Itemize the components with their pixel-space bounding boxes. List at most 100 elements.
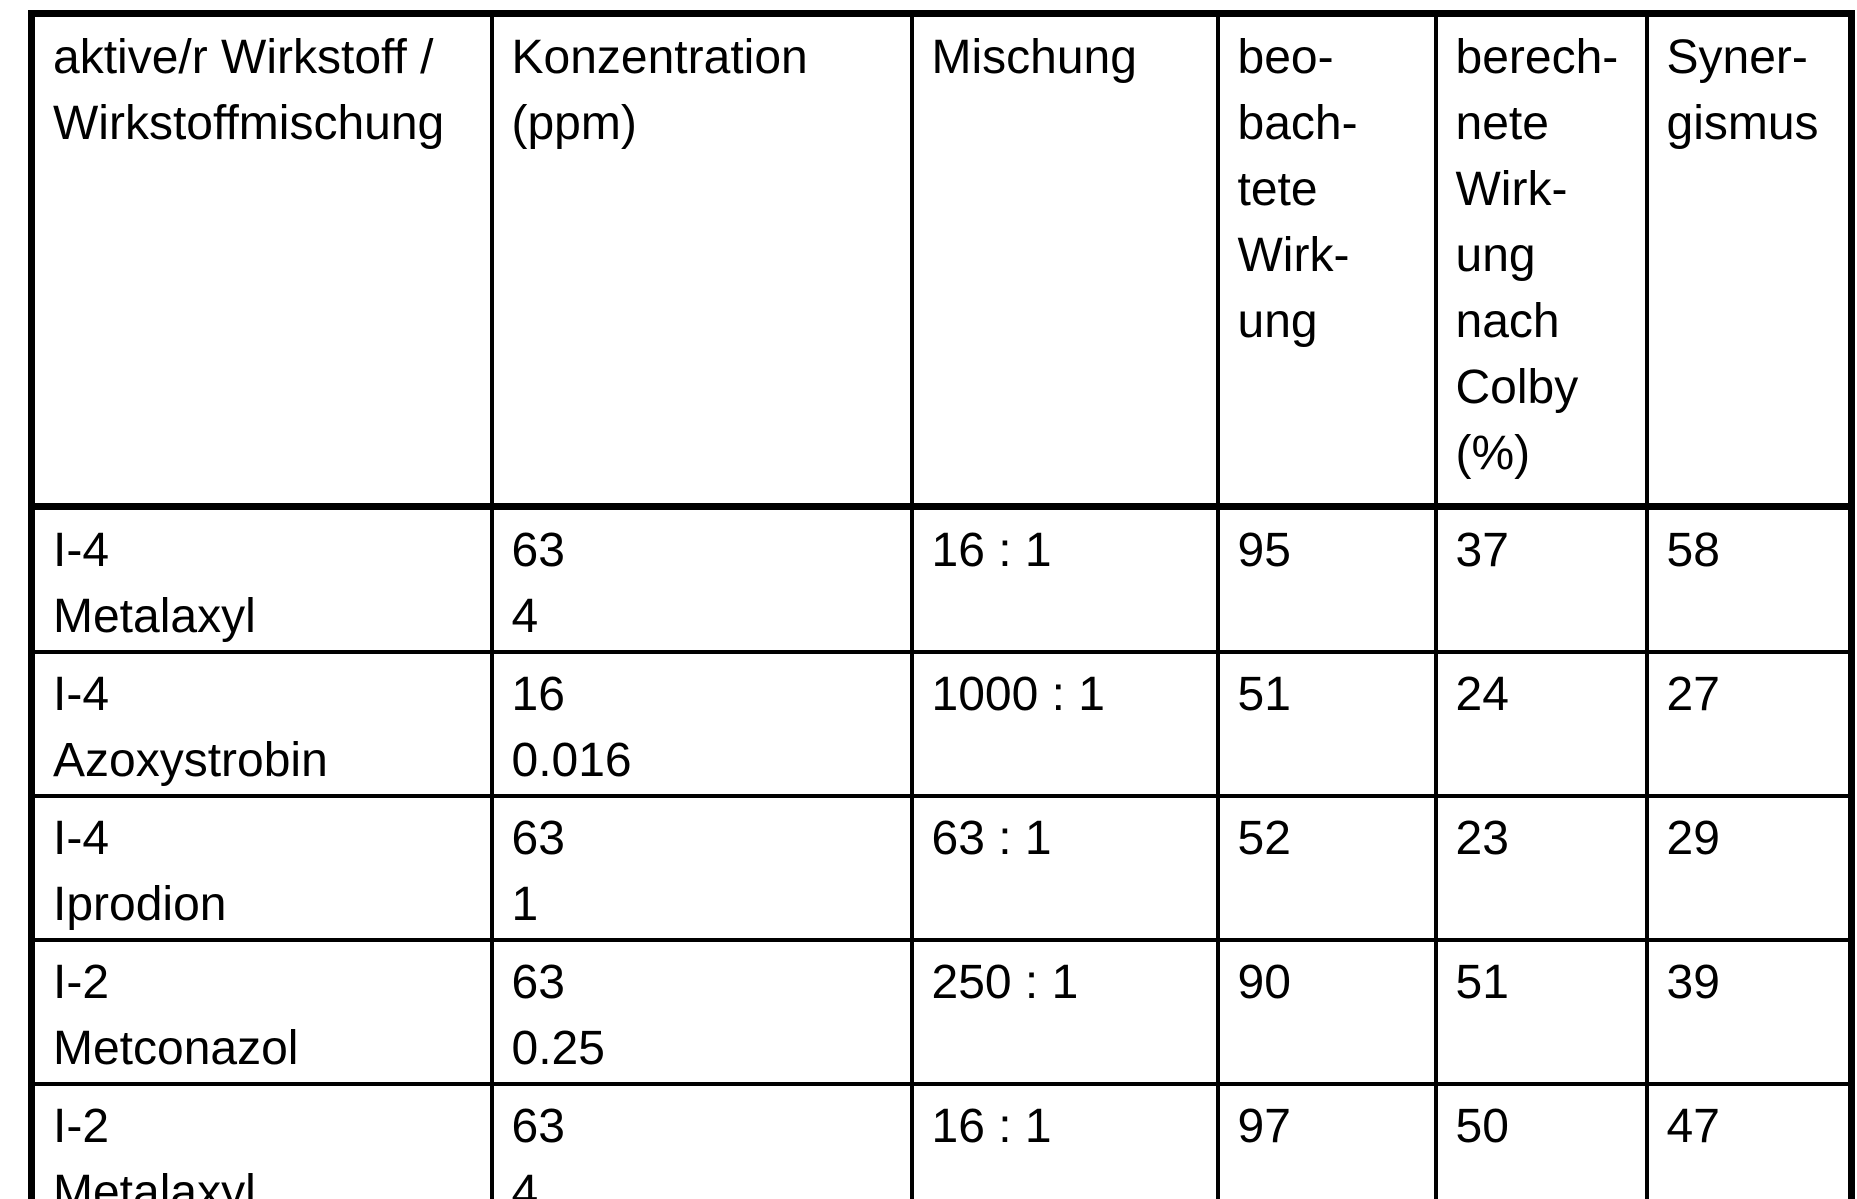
cell-berechnete-wirkung: 23 — [1433, 794, 1649, 942]
table-row: I-2 Metalaxyl 63 4 16 : 1 97 50 47 — [29, 1082, 1854, 1199]
cell-line: 52 — [1237, 812, 1291, 865]
cell-beobachtete-wirkung: 51 — [1215, 650, 1438, 798]
cell-line: 1000 : 1 — [931, 668, 1105, 721]
cell-line: 27 — [1666, 668, 1720, 721]
header-cell-beobachtete-wirkung: beo- bach- tete Wirk- ung — [1215, 11, 1438, 510]
cell-line: 63 — [511, 524, 565, 577]
cell-line: 250 : 1 — [931, 956, 1079, 1009]
header-line: nete — [1455, 97, 1549, 150]
cell-line: Metalaxyl — [53, 1166, 256, 1199]
cell-line: 58 — [1666, 524, 1720, 577]
cell-line: 1 — [511, 878, 539, 931]
cell-konzentration: 63 4 — [489, 1082, 914, 1199]
cell-line: 63 — [511, 956, 565, 1009]
cell-beobachtete-wirkung: 97 — [1215, 1082, 1438, 1199]
cell-line: I-4 — [53, 524, 110, 577]
table-row: I-4 Metalaxyl 63 4 16 : 1 95 37 58 — [29, 504, 1854, 654]
cell-line: 51 — [1237, 668, 1291, 721]
cell-line: Iprodion — [53, 878, 227, 931]
cell-line: 47 — [1666, 1100, 1720, 1153]
cell-konzentration: 63 0.25 — [489, 938, 914, 1086]
cell-line: 4 — [511, 590, 539, 643]
cell-line: 23 — [1455, 812, 1509, 865]
header-line: berech- — [1455, 31, 1619, 84]
cell-mischung: 16 : 1 — [909, 1082, 1220, 1199]
table-row: I-4 Azoxystrobin 16 0.016 1000 : 1 51 24 — [29, 650, 1854, 798]
cell-beobachtete-wirkung: 52 — [1215, 794, 1438, 942]
cell-line: 90 — [1237, 956, 1291, 1009]
header-line: (ppm) — [511, 97, 637, 150]
cell-line: 0.25 — [511, 1022, 605, 1075]
table-header: aktive/r Wirkstoff / Wirkstoffmischung K… — [29, 11, 1854, 510]
cell-mischung: 63 : 1 — [909, 794, 1220, 942]
cell-wirkstoff: I-4 Iprodion — [29, 794, 494, 942]
table-row: I-2 Metconazol 63 0.25 250 : 1 90 51 39 — [29, 938, 1854, 1086]
header-line: gismus — [1666, 97, 1819, 150]
header-cell-konzentration: Konzentration (ppm) — [489, 11, 914, 510]
cell-line: 63 — [511, 1100, 565, 1153]
header-line: ung — [1237, 295, 1318, 348]
cell-line: 24 — [1455, 668, 1509, 721]
header-row: aktive/r Wirkstoff / Wirkstoffmischung K… — [29, 11, 1854, 510]
header-line: Konzentration — [511, 31, 808, 84]
table-row: I-4 Iprodion 63 1 63 : 1 52 23 29 — [29, 794, 1854, 942]
cell-line: Metconazol — [53, 1022, 299, 1075]
header-line: aktive/r Wirkstoff / — [53, 31, 434, 84]
cell-line: 39 — [1666, 956, 1720, 1009]
cell-line: Azoxystrobin — [53, 734, 328, 787]
cell-berechnete-wirkung: 24 — [1433, 650, 1649, 798]
cell-berechnete-wirkung: 51 — [1433, 938, 1649, 1086]
cell-synergismus: 47 — [1644, 1082, 1854, 1199]
cell-line: I-4 — [53, 812, 110, 865]
cell-line: 29 — [1666, 812, 1720, 865]
cell-mischung: 16 : 1 — [909, 504, 1220, 654]
header-line: Syner- — [1666, 31, 1808, 84]
header-cell-berechnete-wirkung: berech- nete Wirk- ung nach Colby (%) — [1433, 11, 1649, 510]
cell-line: 16 — [511, 668, 565, 721]
table-body: I-4 Metalaxyl 63 4 16 : 1 95 37 58 — [29, 504, 1854, 1199]
cell-line: Metalaxyl — [53, 590, 256, 643]
cell-line: 63 — [511, 812, 565, 865]
cell-mischung: 250 : 1 — [909, 938, 1220, 1086]
cell-line: I-2 — [53, 956, 110, 1009]
cell-wirkstoff: I-2 Metconazol — [29, 938, 494, 1086]
cell-line: 51 — [1455, 956, 1509, 1009]
header-cell-synergismus: Syner- gismus — [1644, 11, 1854, 510]
cell-konzentration: 63 4 — [489, 504, 914, 654]
cell-line: 0.016 — [511, 734, 632, 787]
cell-line: 37 — [1455, 524, 1509, 577]
cell-beobachtete-wirkung: 95 — [1215, 504, 1438, 654]
cell-synergismus: 39 — [1644, 938, 1854, 1086]
cell-berechnete-wirkung: 50 — [1433, 1082, 1649, 1199]
header-line: Wirkstoffmischung — [53, 97, 445, 150]
cell-line: 4 — [511, 1166, 539, 1199]
cell-wirkstoff: I-4 Azoxystrobin — [29, 650, 494, 798]
cell-line: 95 — [1237, 524, 1291, 577]
header-line: tete — [1237, 163, 1318, 216]
cell-konzentration: 16 0.016 — [489, 650, 914, 798]
header-line: (%) — [1455, 427, 1531, 480]
cell-line: 97 — [1237, 1100, 1291, 1153]
cell-wirkstoff: I-2 Metalaxyl — [29, 1082, 494, 1199]
header-line: Wirk- — [1237, 229, 1350, 282]
cell-line: I-2 — [53, 1100, 110, 1153]
header-line: Colby — [1455, 361, 1579, 414]
cell-synergismus: 27 — [1644, 650, 1854, 798]
cell-konzentration: 63 1 — [489, 794, 914, 942]
cell-line: 50 — [1455, 1100, 1509, 1153]
header-cell-mischung: Mischung — [909, 11, 1220, 510]
cell-berechnete-wirkung: 37 — [1433, 504, 1649, 654]
cell-line: I-4 — [53, 668, 110, 721]
header-line: nach — [1455, 295, 1560, 348]
cell-line: 16 : 1 — [931, 524, 1052, 577]
cell-beobachtete-wirkung: 90 — [1215, 938, 1438, 1086]
synergism-table: aktive/r Wirkstoff / Wirkstoffmischung K… — [28, 10, 1855, 1199]
header-line: bach- — [1237, 97, 1358, 150]
cell-line: 63 : 1 — [931, 812, 1052, 865]
cell-synergismus: 29 — [1644, 794, 1854, 942]
cell-line: 16 : 1 — [931, 1100, 1052, 1153]
header-line: ung — [1455, 229, 1536, 282]
header-line: beo- — [1237, 31, 1334, 84]
header-line: Wirk- — [1455, 163, 1568, 216]
